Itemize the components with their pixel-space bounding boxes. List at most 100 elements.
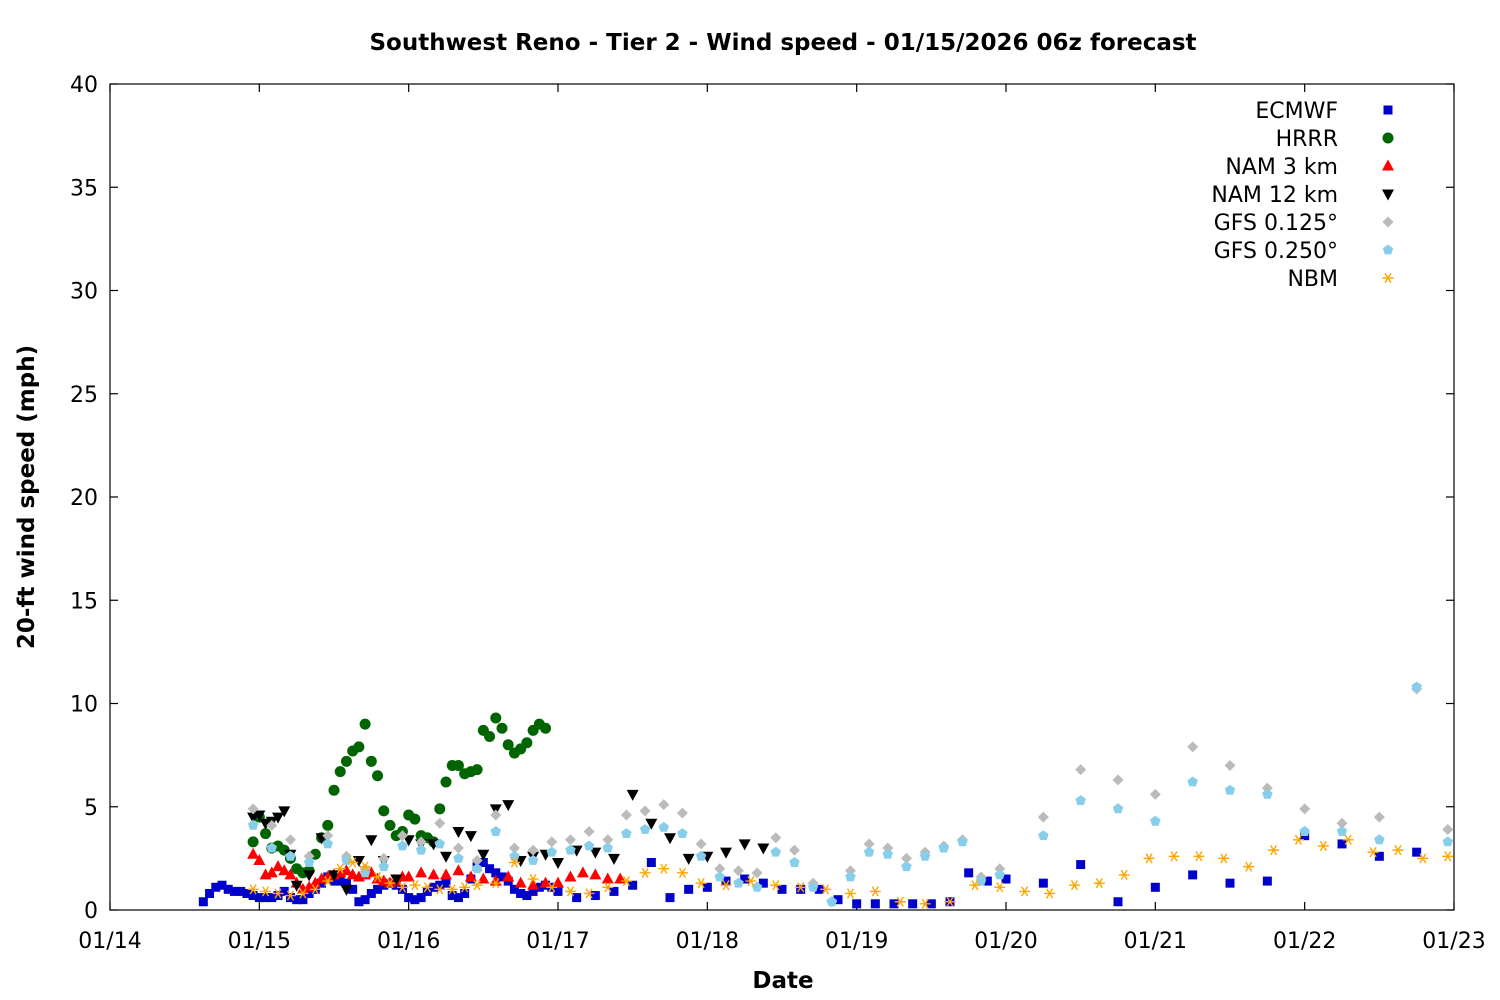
data-point (253, 810, 266, 822)
data-point (409, 880, 421, 891)
data-point (1118, 869, 1130, 881)
data-point (1224, 784, 1236, 795)
data-point (340, 755, 352, 767)
data-point (695, 838, 707, 850)
data-point (471, 880, 483, 891)
data-point (788, 844, 800, 856)
data-point (341, 878, 351, 888)
data-point (807, 881, 819, 892)
data-point (378, 861, 389, 872)
data-point (427, 868, 440, 880)
data-point (490, 826, 501, 836)
data-point (365, 835, 378, 847)
x-tick-label: 01/16 (377, 929, 440, 954)
data-point (1342, 834, 1354, 845)
data-point (863, 838, 875, 850)
data-point (527, 878, 540, 890)
data-point (1412, 847, 1422, 857)
data-point (576, 866, 589, 878)
legend-label: HRRR (1276, 127, 1338, 152)
data-point (528, 886, 538, 896)
data-point (366, 888, 376, 898)
x-tick-label: 01/15 (228, 929, 291, 954)
x-tick-label: 01/14 (78, 929, 141, 954)
data-point (1373, 811, 1385, 823)
x-tick-label: 01/21 (1124, 929, 1187, 954)
data-point (546, 836, 558, 848)
data-point (290, 880, 303, 892)
data-point (409, 813, 421, 825)
data-point (1292, 834, 1304, 845)
data-point (360, 895, 370, 905)
data-point (514, 876, 527, 888)
data-point (485, 864, 495, 874)
data-point (583, 840, 595, 851)
data-point (969, 880, 981, 891)
data-point (497, 872, 507, 882)
data-point (751, 867, 763, 879)
data-point (565, 844, 576, 855)
data-point (658, 799, 670, 811)
legend: ECMWF HRRR NAM 3 km NAM 12 km GFS 0.125° GFS … (1211, 99, 1394, 292)
data-point (889, 899, 899, 909)
data-point (384, 878, 396, 889)
data-point (266, 819, 278, 831)
data-point (446, 884, 458, 895)
series-nbm (247, 834, 1454, 909)
data-point (908, 899, 918, 909)
data-point (1187, 741, 1199, 753)
data-point (540, 722, 552, 734)
data-point (720, 880, 732, 891)
data-point (1442, 851, 1454, 862)
y-axis: 0 5 10 15 20 25 30 35 40 (70, 73, 1454, 924)
chart-title: Southwest Reno - Tier 2 - Wind speed - 0… (369, 30, 1196, 56)
data-point (1442, 823, 1454, 835)
data-point (682, 853, 695, 865)
data-point (1337, 839, 1347, 849)
data-point (820, 884, 832, 895)
data-point (490, 712, 502, 724)
data-point (994, 882, 1006, 893)
data-point (273, 891, 283, 901)
data-point (471, 863, 483, 874)
data-point (297, 888, 309, 899)
data-point (340, 884, 353, 896)
data-point (796, 884, 806, 894)
data-point (397, 840, 408, 851)
data-point (572, 893, 582, 903)
data-point (434, 884, 446, 895)
data-point (322, 838, 333, 849)
data-point (415, 866, 428, 878)
data-point (620, 809, 632, 821)
data-point (609, 886, 619, 896)
data-point (265, 866, 278, 878)
data-point (975, 875, 987, 886)
data-point (521, 737, 533, 749)
data-point (1001, 874, 1011, 884)
data-point (777, 884, 787, 894)
data-point (460, 888, 470, 898)
data-point (410, 895, 420, 905)
data-point (415, 844, 427, 855)
data-point (459, 882, 471, 893)
data-point (396, 882, 408, 893)
data-point (440, 868, 452, 880)
data-point (589, 868, 602, 880)
data-point (553, 886, 563, 896)
data-point (882, 848, 893, 859)
data-point (628, 880, 638, 890)
y-tick-label: 0 (84, 899, 98, 924)
data-point (502, 870, 515, 882)
data-point (1037, 811, 1049, 823)
data-point (404, 893, 414, 903)
data-point (284, 868, 297, 880)
data-point (639, 824, 651, 834)
data-point (1442, 836, 1453, 847)
data-point (441, 878, 451, 888)
data-point (944, 896, 956, 907)
data-point (894, 896, 906, 907)
data-point (260, 886, 272, 897)
data-point (284, 834, 296, 846)
data-point (372, 770, 384, 782)
data-point (516, 888, 526, 898)
